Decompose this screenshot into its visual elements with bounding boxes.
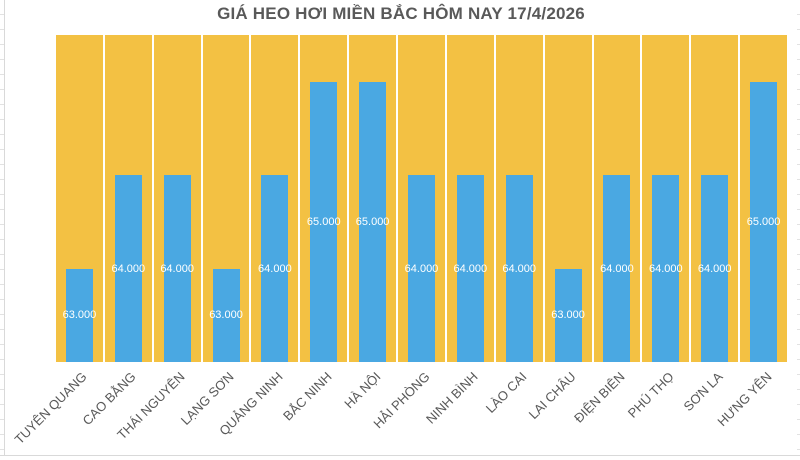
value-bar: 64.000 bbox=[111, 175, 145, 362]
value-bar: 64.000 bbox=[454, 175, 487, 362]
value-bar: 65.000 bbox=[747, 81, 780, 362]
value-label: 65.000 bbox=[306, 215, 341, 228]
category-column: 64.000 bbox=[641, 35, 690, 362]
worksheet-gridline-ticks-left bbox=[0, 0, 5, 455]
value-bar: 64.000 bbox=[600, 175, 634, 362]
category-column: 65.000 bbox=[739, 35, 788, 362]
category-column: 64.000 bbox=[593, 35, 642, 362]
category-column: 64.000 bbox=[397, 35, 446, 362]
value-label: 63.000 bbox=[62, 309, 97, 322]
value-label: 64.000 bbox=[111, 262, 146, 275]
value-bar: 64.000 bbox=[698, 175, 732, 362]
category-column: 64.000 bbox=[250, 35, 299, 362]
value-bar: 63.000 bbox=[551, 268, 585, 362]
value-bar: 64.000 bbox=[258, 175, 292, 362]
value-bar: 63.000 bbox=[209, 268, 243, 362]
category-column: 64.000 bbox=[495, 35, 544, 362]
value-label: 64.000 bbox=[648, 262, 683, 275]
category-column: 64.000 bbox=[446, 35, 495, 362]
category-column: 64.000 bbox=[153, 35, 202, 362]
x-axis-label: TUYÊN QUANG bbox=[12, 369, 91, 448]
category-column: 65.000 bbox=[299, 35, 348, 362]
value-label: 65.000 bbox=[355, 215, 390, 228]
value-label: 64.000 bbox=[697, 262, 732, 275]
value-bar: 64.000 bbox=[160, 175, 194, 362]
chart-title: GIÁ HEO HƠI MIỀN BẮC HÔM NAY 17/4/2026 bbox=[217, 4, 585, 23]
value-bar: 64.000 bbox=[502, 175, 536, 362]
worksheet-bottom-gridline bbox=[0, 455, 800, 456]
category-column: 63.000 bbox=[202, 35, 251, 362]
x-axis: TUYÊN QUANG CAO BẰNG THÁI NGUYÊN LẠNG SƠN QU… bbox=[12, 362, 788, 455]
value-bar: 64.000 bbox=[649, 175, 683, 362]
value-label: 64.000 bbox=[453, 262, 488, 275]
value-bar: 65.000 bbox=[356, 81, 389, 362]
category-column: 64.000 bbox=[690, 35, 739, 362]
category-column: 63.000 bbox=[544, 35, 593, 362]
value-label: 64.000 bbox=[258, 262, 292, 275]
value-bar: 63.000 bbox=[63, 268, 96, 362]
value-bar: 64.000 bbox=[405, 175, 438, 362]
chart-frame: GIÁ HEO HƠI MIỀN BẮC HÔM NAY 17/4/2026 6… bbox=[5, 0, 797, 455]
value-label: 63.000 bbox=[209, 309, 243, 322]
value-label: 64.000 bbox=[160, 262, 194, 275]
value-label: 64.000 bbox=[404, 262, 439, 275]
category-column: 65.000 bbox=[348, 35, 397, 362]
value-label: 65.000 bbox=[746, 215, 781, 228]
value-label: 64.000 bbox=[600, 262, 634, 275]
value-label: 64.000 bbox=[502, 262, 537, 275]
category-column: 64.000 bbox=[104, 35, 153, 362]
category-column: 63.000 bbox=[55, 35, 104, 362]
value-bar: 65.000 bbox=[307, 81, 341, 362]
value-label: 63.000 bbox=[551, 309, 585, 322]
plot-area: 63.000 64.000 64.000 63.000 64.000 65.000 65.0… bbox=[55, 35, 788, 362]
